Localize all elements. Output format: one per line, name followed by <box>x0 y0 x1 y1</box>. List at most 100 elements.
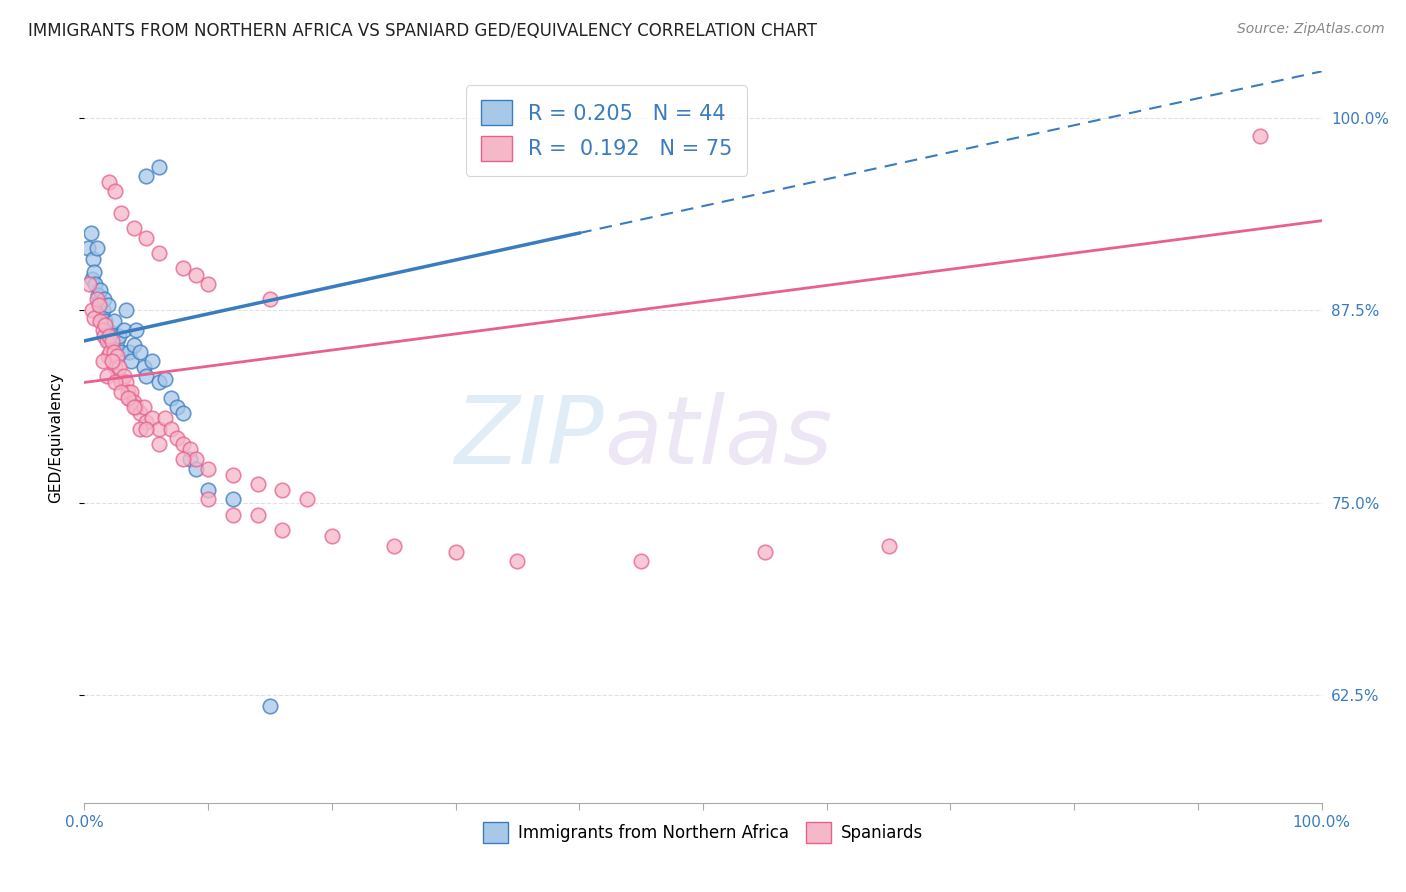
Point <box>115 376 138 390</box>
Point <box>141 354 163 368</box>
Point <box>172 437 194 451</box>
Point <box>141 410 163 425</box>
Point <box>100 334 122 348</box>
Point <box>122 221 145 235</box>
Point <box>166 400 188 414</box>
Point <box>100 354 122 368</box>
Point <box>125 323 148 337</box>
Point <box>295 492 318 507</box>
Point <box>96 323 118 337</box>
Point <box>90 310 112 325</box>
Point <box>89 298 111 312</box>
Point <box>120 354 142 368</box>
Point <box>89 314 111 328</box>
Point <box>222 508 245 522</box>
Point <box>110 376 132 390</box>
Point <box>129 422 152 436</box>
Point <box>132 400 155 414</box>
Point <box>97 349 120 363</box>
Point <box>135 422 157 436</box>
Point <box>125 400 148 414</box>
Point <box>222 492 245 507</box>
Point <box>82 252 104 267</box>
Point <box>115 303 138 318</box>
Text: ZIP: ZIP <box>454 392 605 483</box>
Point <box>754 545 776 559</box>
Point <box>100 326 122 340</box>
Point <box>110 206 132 220</box>
Point <box>93 329 115 343</box>
Point <box>105 349 128 363</box>
Point <box>148 376 170 390</box>
Point <box>630 554 652 568</box>
Point <box>179 452 201 467</box>
Point <box>98 344 121 359</box>
Point <box>271 523 294 537</box>
Point <box>117 384 139 399</box>
Point <box>96 369 118 384</box>
Point <box>197 277 219 291</box>
Point <box>382 539 405 553</box>
Point <box>172 406 194 420</box>
Point <box>153 410 176 425</box>
Point <box>80 272 103 286</box>
Point <box>84 277 107 291</box>
Point <box>108 359 131 374</box>
Point <box>96 334 118 348</box>
Text: atlas: atlas <box>605 392 832 483</box>
Point <box>86 242 108 256</box>
Point <box>105 334 128 348</box>
Point <box>179 442 201 456</box>
Point <box>86 292 108 306</box>
Point <box>101 354 124 368</box>
Point <box>87 287 110 301</box>
Point <box>877 539 900 553</box>
Point <box>110 384 132 399</box>
Point <box>89 283 111 297</box>
Point <box>271 483 294 498</box>
Point <box>153 372 176 386</box>
Point <box>222 467 245 482</box>
Point <box>506 554 529 568</box>
Point <box>1249 129 1271 144</box>
Point <box>246 477 269 491</box>
Point <box>80 303 103 318</box>
Point <box>98 334 121 348</box>
Point <box>79 277 101 291</box>
Point <box>135 230 157 244</box>
Point <box>122 395 145 409</box>
Point <box>103 314 125 328</box>
Point <box>321 529 343 543</box>
Point <box>444 545 467 559</box>
Point <box>108 329 131 343</box>
Point <box>184 461 207 475</box>
Point <box>93 292 115 306</box>
Text: Source: ZipAtlas.com: Source: ZipAtlas.com <box>1237 22 1385 37</box>
Point <box>83 264 105 278</box>
Point <box>132 359 155 374</box>
Point <box>117 391 139 405</box>
Point <box>197 461 219 475</box>
Point <box>160 422 183 436</box>
Point <box>104 185 127 199</box>
Point <box>103 344 125 359</box>
Point <box>104 376 127 390</box>
Point <box>112 369 135 384</box>
Point <box>135 369 157 384</box>
Point <box>246 508 269 522</box>
Point <box>91 354 114 368</box>
Point <box>110 344 132 359</box>
Point <box>148 437 170 451</box>
Point <box>160 391 183 405</box>
Point <box>129 406 152 420</box>
Point <box>91 303 114 318</box>
Point <box>98 329 121 343</box>
Point <box>118 391 141 405</box>
Point <box>184 268 207 282</box>
Point <box>259 698 281 713</box>
Point <box>197 492 219 507</box>
Point <box>135 169 157 183</box>
Point <box>118 344 141 359</box>
Point <box>122 400 145 414</box>
Point <box>184 452 207 467</box>
